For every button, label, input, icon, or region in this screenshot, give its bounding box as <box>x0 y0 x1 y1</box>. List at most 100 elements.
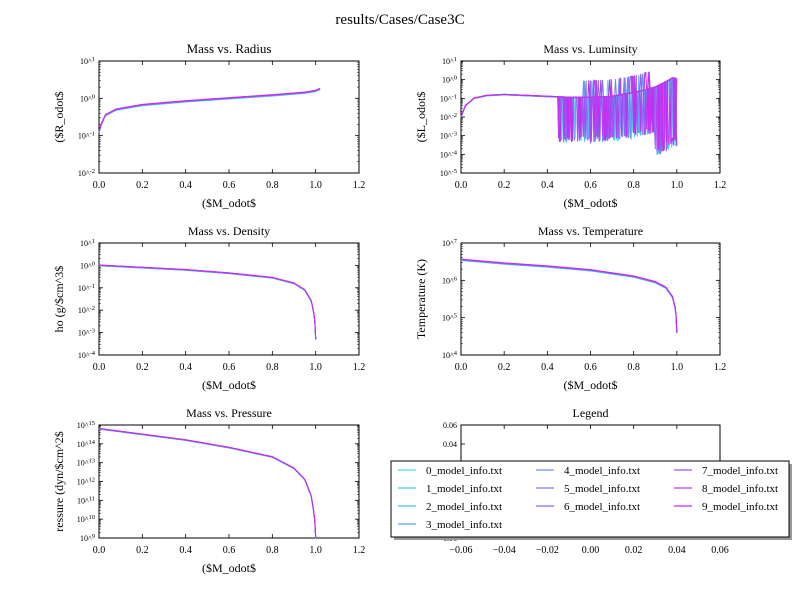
legend-entry-9: 9_model_info.txt <box>702 501 778 513</box>
density-ytick-label: 10^-3 <box>78 328 95 338</box>
temperature-ytick-label: 10^5 <box>442 313 457 323</box>
temperature-series-line-9 <box>460 258 678 332</box>
radius-xtick-label: 0.4 <box>179 180 192 191</box>
pressure-ylabel: ressure (dyn/$cm^2$ <box>52 431 66 532</box>
density-series-line-6 <box>99 264 317 340</box>
pressure-ytick-label: 10^14 <box>77 439 96 449</box>
density-ylabel: ho (g/$cm^3$ <box>52 266 66 333</box>
temperature-xtick-label: 0.8 <box>627 362 640 373</box>
pressure-series-line-5 <box>98 428 317 539</box>
density-xtick-label: 0.4 <box>179 362 192 373</box>
density-series-line-8 <box>99 264 317 340</box>
temperature-xlabel: ($M_odot$ <box>564 378 618 392</box>
luminosity-ytick-label: 10^-2 <box>440 112 457 122</box>
radius-series-line-4 <box>98 88 321 133</box>
legend-frame <box>390 460 790 538</box>
legend-entry-1: 1_model_info.txt <box>426 483 502 495</box>
temperature-xtick-label: 0.4 <box>541 362 554 373</box>
luminosity-xtick-label: 0.4 <box>541 180 554 191</box>
radius-xtick-label: 1.0 <box>309 180 322 191</box>
pressure-series-line-8 <box>98 428 317 538</box>
legend-xtick-label: 0.06 <box>711 545 729 556</box>
temperature-series-line-0 <box>461 260 678 334</box>
pressure-title: Mass vs. Pressure <box>186 406 272 420</box>
temperature-series-line-6 <box>460 259 678 333</box>
luminosity-xtick-label: 0.8 <box>627 180 640 191</box>
density-ytick-label: 10^1 <box>80 238 95 248</box>
legend-box: 0_model_info.txt 1_model_info.txt 2_model_… <box>390 460 792 540</box>
radius-ytick-label: 10^-2 <box>78 168 95 178</box>
legend-entry-4: 4_model_info.txt <box>564 465 640 477</box>
density-xtick-label: 0.2 <box>136 362 149 373</box>
temperature-xtick-label: 1.0 <box>671 362 684 373</box>
pressure-ytick-label: 10^11 <box>77 495 95 505</box>
legend-xtick-label: −0.06 <box>449 545 472 556</box>
temperature-series-line-8 <box>460 258 678 333</box>
pressure-plot-frame <box>98 424 360 539</box>
radius-series-line-3 <box>98 88 321 133</box>
density-xtick-label: 0.8 <box>266 362 279 373</box>
pressure-ytick-label: 10^12 <box>77 477 95 487</box>
pressure-series-line-9 <box>98 427 317 538</box>
temperature-plot-frame <box>460 242 721 356</box>
legend-entry-5: 5_model_info.txt <box>564 483 640 495</box>
density-ytick-label: 10^-1 <box>78 283 95 293</box>
pressure-series-line-6 <box>98 428 317 538</box>
legend-entry-7: 7_model_info.txt <box>702 465 778 477</box>
radius-ytick-label: 10^1 <box>80 56 95 66</box>
radius-xtick-label: 0.2 <box>136 180 149 191</box>
temperature-series-line-2 <box>461 259 678 334</box>
legend-entry-2: 2_model_info.txt <box>426 501 502 513</box>
pressure-ytick-label: 10^10 <box>77 514 95 524</box>
pressure-xtick-label: 0.6 <box>223 545 236 556</box>
pressure-panel: Mass vs. Pressure 0.0 0.2 0.4 0.6 0.8 1.0 1.2 10… <box>52 406 365 575</box>
legend-entry-3: 3_model_info.txt <box>426 519 502 531</box>
radius-xlabel: ($M_odot$ <box>202 196 256 210</box>
density-series-line-9 <box>99 264 317 339</box>
pressure-xtick-label: 1.0 <box>309 545 322 556</box>
legend-xtick-label: −0.04 <box>493 545 516 556</box>
luminosity-ytick-label: 10^1 <box>442 56 457 66</box>
radius-xtick-label: 0.6 <box>223 180 236 191</box>
legend-title: Legend <box>573 406 609 420</box>
density-plot-frame <box>98 242 360 356</box>
pressure-xlabel: ($M_odot$ <box>202 561 256 575</box>
density-series-line-2 <box>98 265 317 340</box>
legend-entry-6: 6_model_info.txt <box>564 501 640 513</box>
luminosity-xtick-label: 1.2 <box>714 180 727 191</box>
luminosity-series-line-9 <box>460 71 677 152</box>
temperature-ylabel: Temperature (K) <box>414 259 428 339</box>
density-xtick-label: 0.6 <box>223 362 236 373</box>
pressure-xtick-label: 0.0 <box>93 545 106 556</box>
temperature-panel: Mass vs. Temperature 0.0 0.2 0.4 0.6 0.8 1.0 1.… <box>414 224 726 392</box>
pressure-ytick-label: 10^13 <box>77 458 95 468</box>
temperature-xtick-label: 1.2 <box>714 362 727 373</box>
density-title: Mass vs. Density <box>188 224 270 238</box>
legend-entry-8: 8_model_info.txt <box>702 483 778 495</box>
luminosity-ytick-label: 10^-4 <box>440 149 458 159</box>
temperature-series-line-7 <box>460 258 678 333</box>
radius-panel: Mass vs. Radius 0.0 0.2 0.4 0.6 0.8 1.0 1.2 10^-… <box>52 41 365 210</box>
radius-xtick-label: 0.8 <box>266 180 279 191</box>
density-xlabel: ($M_odot$ <box>202 378 256 392</box>
density-series-line-4 <box>98 264 317 340</box>
luminosity-ytick-label: 10^0 <box>442 75 457 85</box>
density-series-line-1 <box>98 265 317 340</box>
luminosity-ylabel: ($L_odot$ <box>414 92 428 143</box>
radius-plot-frame <box>98 60 360 174</box>
temperature-series-line-5 <box>460 259 678 333</box>
temperature-series-line-4 <box>461 259 678 333</box>
temperature-series-line-1 <box>460 259 678 334</box>
legend-xtick-label: 0.04 <box>668 545 686 556</box>
pressure-series-line-4 <box>98 428 317 539</box>
pressure-series-line-3 <box>98 428 317 539</box>
radius-ytick-label: 10^0 <box>80 93 95 103</box>
density-xtick-label: 1.2 <box>353 362 366 373</box>
density-ytick-label: 10^-2 <box>78 305 95 315</box>
luminosity-xtick-label: 0.2 <box>498 180 511 191</box>
radius-series-line-2 <box>98 88 321 133</box>
radius-ytick-label: 10^-1 <box>78 131 95 141</box>
luminosity-xlabel: ($M_odot$ <box>564 196 618 210</box>
density-ytick-label: 10^-4 <box>78 350 96 360</box>
